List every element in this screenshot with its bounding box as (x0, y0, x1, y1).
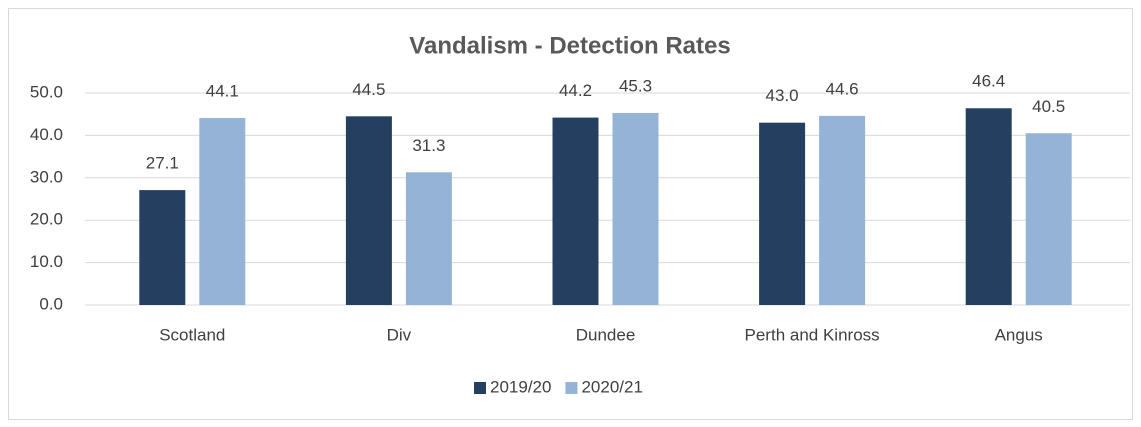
legend-label: 2019/20 (490, 377, 551, 396)
bar (819, 115, 866, 305)
x-tick-label: Angus (995, 325, 1043, 344)
data-label: 27.1 (146, 154, 179, 173)
legend-label: 2020/21 (581, 377, 642, 396)
y-tick-label: 0.0 (39, 294, 63, 313)
data-label: 45.3 (619, 76, 652, 95)
legend-swatch (474, 382, 486, 394)
chart-title: Vandalism - Detection Rates (409, 32, 730, 59)
bar (612, 112, 659, 305)
x-tick-label: Perth and Kinross (745, 325, 880, 344)
data-label: 46.4 (972, 72, 1005, 91)
bar (759, 122, 806, 306)
y-tick-label: 20.0 (30, 210, 63, 229)
y-tick-label: 50.0 (30, 82, 63, 101)
data-label: 44.1 (206, 82, 239, 101)
x-tick-label: Scotland (159, 325, 225, 344)
bar (405, 172, 452, 305)
data-label: 40.5 (1032, 97, 1065, 116)
bar (199, 118, 246, 306)
y-tick-label: 30.0 (30, 167, 63, 186)
y-tick-label: 40.0 (30, 125, 63, 144)
data-label: 43.0 (766, 86, 799, 105)
data-label: 44.2 (559, 81, 592, 100)
data-label: 31.3 (412, 136, 445, 155)
bar (1025, 133, 1072, 305)
data-label: 44.6 (826, 79, 859, 98)
data-label: 44.5 (352, 80, 385, 99)
x-tick-label: Div (387, 325, 412, 344)
x-tick-label: Dundee (576, 325, 636, 344)
bar (139, 190, 186, 305)
bar (965, 108, 1012, 305)
bar (552, 117, 599, 305)
bar (345, 116, 392, 305)
legend-swatch (565, 382, 578, 394)
y-tick-label: 10.0 (30, 252, 63, 271)
